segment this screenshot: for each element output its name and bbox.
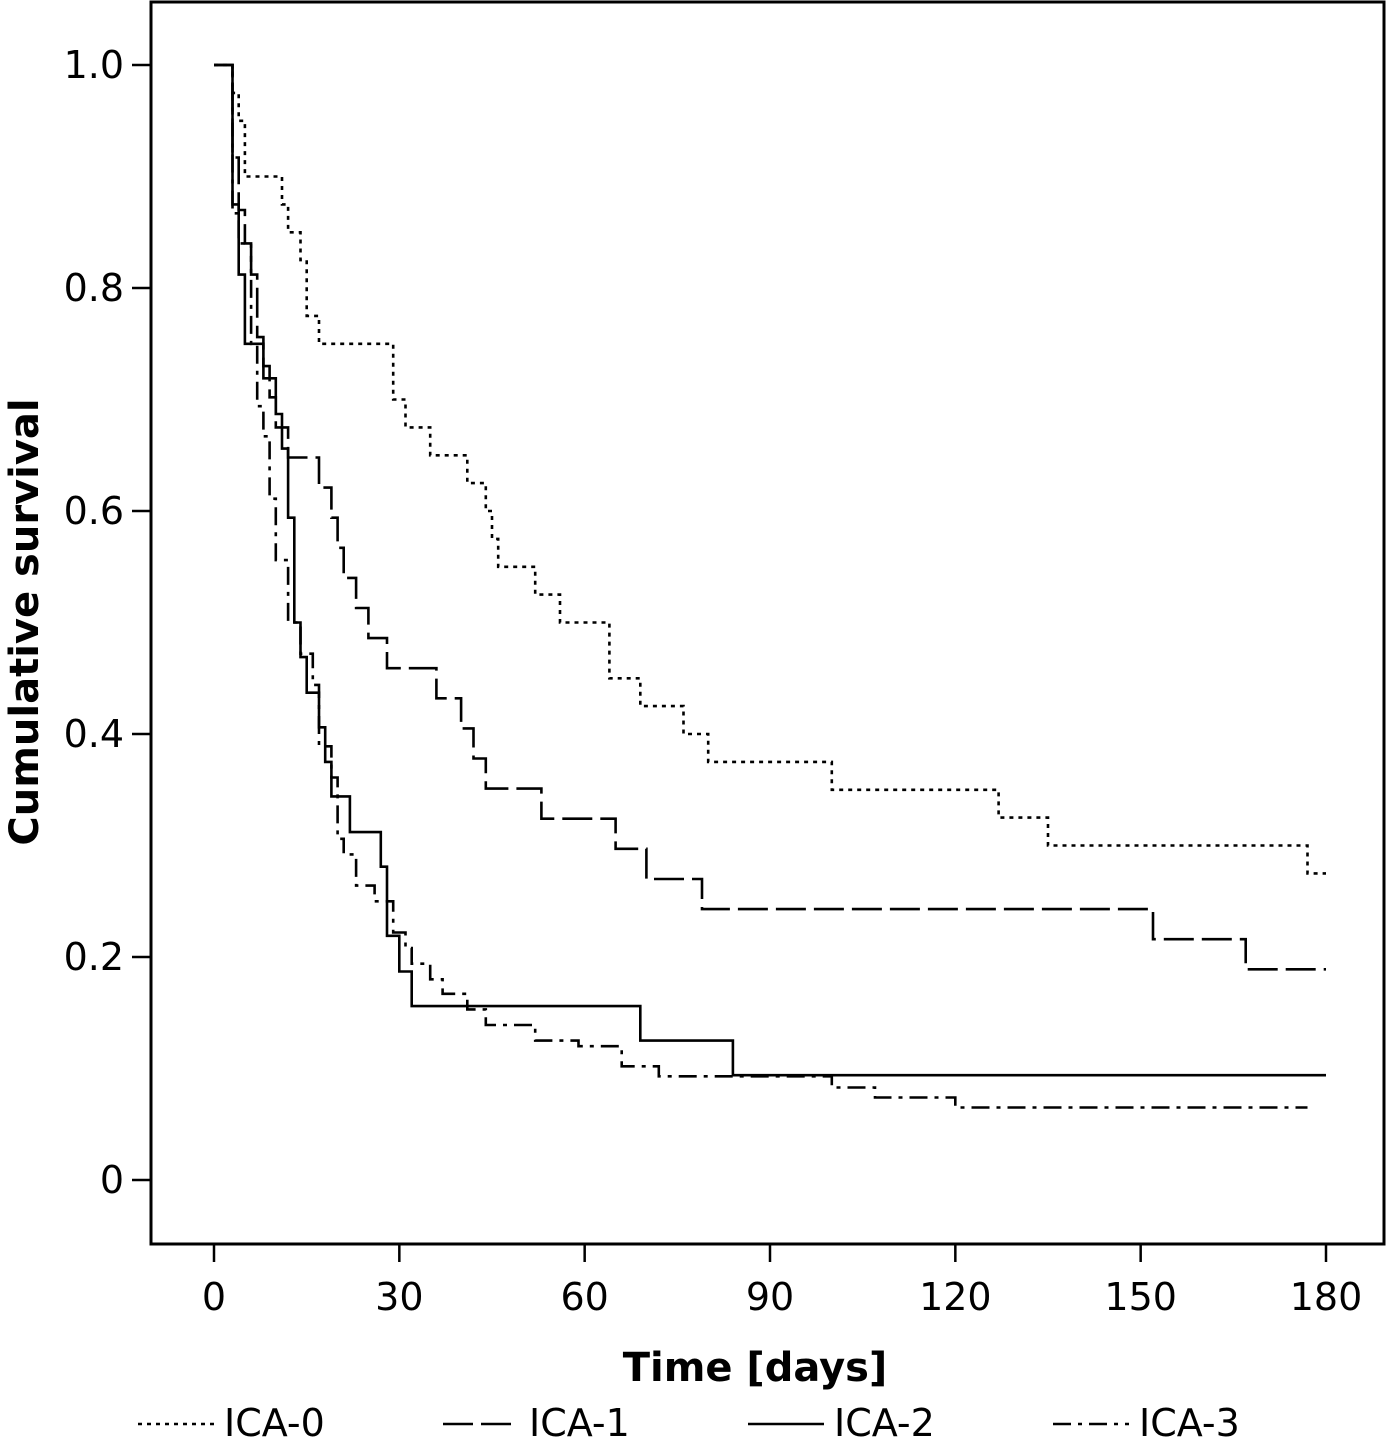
legend-item-ica-1: ICA-1 bbox=[443, 1401, 630, 1445]
legend-label: ICA-0 bbox=[224, 1401, 325, 1445]
x-tick-label: 150 bbox=[1104, 1275, 1177, 1319]
y-tick-label: 0.2 bbox=[64, 935, 124, 979]
y-tick-label: 0.6 bbox=[64, 489, 124, 533]
plot-frame bbox=[149, 0, 1386, 1246]
x-tick-label: 120 bbox=[919, 1275, 992, 1319]
legend-label: ICA-3 bbox=[1139, 1401, 1240, 1445]
y-tick-label: 1.0 bbox=[64, 43, 124, 87]
x-axis: 0 30 60 90 120 150 180 bbox=[202, 1244, 1362, 1319]
survival-curves bbox=[214, 63, 1326, 1109]
curve-ica-2 bbox=[214, 63, 1326, 1077]
legend: ICA-0 ICA-1 ICA-2 ICA-3 bbox=[138, 1401, 1240, 1445]
x-axis-title: Time [days] bbox=[623, 1345, 888, 1391]
curve-ica-3 bbox=[214, 63, 1308, 1109]
y-axis: 0 0.2 0.4 0.6 0.8 1.0 bbox=[64, 43, 151, 1202]
legend-label: ICA-1 bbox=[529, 1401, 630, 1445]
y-tick-label: 0.4 bbox=[64, 712, 124, 756]
y-axis-title: Cumulative survival bbox=[2, 398, 48, 845]
legend-label: ICA-2 bbox=[834, 1401, 935, 1445]
y-tick-label: 0 bbox=[100, 1158, 124, 1202]
y-tick-label: 0.8 bbox=[64, 266, 124, 310]
x-tick-label: 0 bbox=[202, 1275, 226, 1319]
x-tick-label: 30 bbox=[375, 1275, 423, 1319]
curve-ica-1 bbox=[214, 63, 1326, 971]
x-tick-label: 60 bbox=[560, 1275, 608, 1319]
x-tick-label: 90 bbox=[746, 1275, 794, 1319]
legend-item-ica-3: ICA-3 bbox=[1053, 1401, 1240, 1445]
curve-ica-0 bbox=[214, 63, 1326, 875]
legend-item-ica-0: ICA-0 bbox=[138, 1401, 325, 1445]
legend-item-ica-2: ICA-2 bbox=[748, 1401, 935, 1445]
x-tick-label: 180 bbox=[1290, 1275, 1363, 1319]
